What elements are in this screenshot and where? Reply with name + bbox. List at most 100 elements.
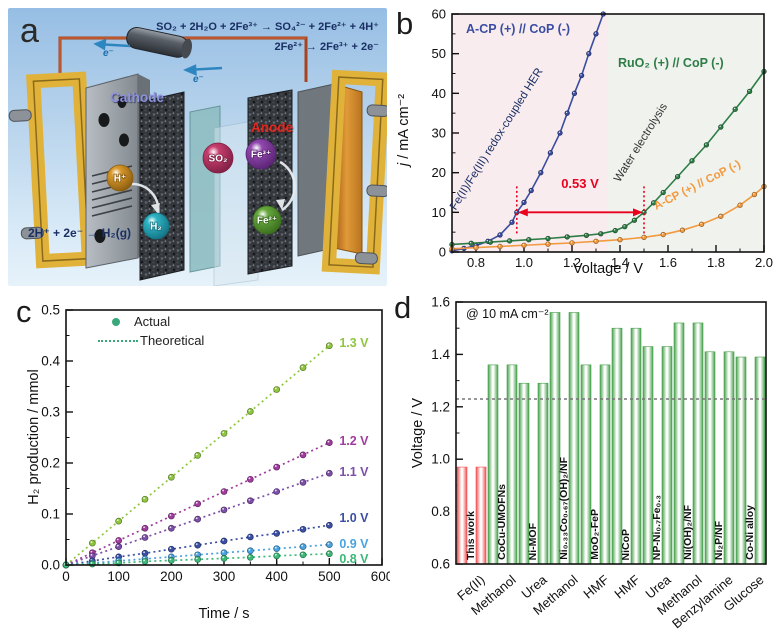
panel-b-y-axis-label: j / mA cm⁻² [396, 30, 412, 230]
panel-letter-d: d [394, 290, 412, 325]
series-label-1-0-v: 1.0 V [339, 511, 369, 526]
series-label-1-1-v: 1.1 V [339, 465, 369, 480]
anode-electrode [247, 89, 293, 275]
panel-b-polarization-chart: 0.8 1.0 1.2 1.4 1.6 1.8 2.0 0 10 20 30 40 50 60 [432, 7, 774, 271]
panel-a-schematic: H⁺ H₂ SO₂ Fe³⁺ Fe²⁺ SO₂ + 2H₂O + 2Fe³⁺ → SO₄… [8, 8, 387, 286]
svg-text:1.4: 1.4 [431, 347, 450, 362]
voltage-gap-annotation: 0.53 V [561, 176, 599, 191]
svg-text:Fe³⁺: Fe³⁺ [251, 150, 271, 161]
legend-theoretical-label: Theoretical [140, 333, 205, 348]
catalyst-label: NiCoP [619, 528, 632, 561]
svg-text:0.0: 0.0 [41, 558, 60, 573]
legend-actual-label: Actual [134, 314, 171, 329]
bolt [366, 104, 387, 117]
cell-illustration: H⁺ H₂ SO₂ Fe³⁺ Fe²⁺ [8, 26, 387, 286]
svg-text:1.2: 1.2 [431, 399, 450, 414]
y-axis-symbol: j [396, 162, 412, 167]
svg-text:Fe²⁺: Fe²⁺ [257, 216, 277, 227]
svg-text:1.8: 1.8 [707, 255, 725, 270]
theoretical-line-icon [98, 339, 138, 342]
wire-highlight [59, 37, 306, 76]
svg-text:1.4: 1.4 [611, 255, 629, 270]
catalyst-label: Ni₂P/NF [712, 520, 725, 560]
svg-text:500: 500 [318, 569, 341, 584]
svg-text:300: 300 [213, 569, 236, 584]
svg-text:60: 60 [432, 7, 446, 22]
bar [599, 364, 611, 565]
svg-text:2.0: 2.0 [755, 255, 773, 270]
bar [568, 312, 580, 565]
svg-text:1.0: 1.0 [431, 452, 450, 467]
legend-actual: Actual [98, 312, 204, 331]
svg-text:40: 40 [432, 86, 446, 101]
sulfur-dioxide-sphere [202, 142, 234, 174]
bar [661, 346, 673, 565]
svg-text:20: 20 [432, 165, 446, 180]
svg-text:600: 600 [371, 569, 390, 584]
svg-text:1.2: 1.2 [563, 255, 581, 270]
catalyst-label: This work [464, 510, 477, 560]
panel-c-legend: Actual Theoretical [98, 312, 204, 350]
bar [537, 382, 549, 565]
panel-c-h2-production-chart: 0 100 200 300 400 500 600 0.0 0.1 0.2 0.3 0.4 0.5 [41, 303, 390, 585]
electron-flow-arrows [93, 38, 223, 76]
actual-marker-icon [112, 317, 120, 326]
catalyst-label: Ni₀.₃₃Co₀.₆₇(OH)₂/NF [557, 457, 570, 560]
series-label-1-2-v: 1.2 V [339, 433, 369, 448]
cathode-label: Cathode [110, 90, 164, 105]
svg-text:0.4: 0.4 [41, 354, 60, 369]
anode-reaction-equation: SO₂ + 2H₂O + 2Fe³⁺ → SO₄²⁻ + 2Fe²⁺ + 4H⁺ [156, 21, 379, 33]
svg-text:1.6: 1.6 [659, 255, 677, 270]
ferric-sphere [245, 138, 277, 170]
reaction-cycle-arrows [131, 160, 296, 215]
catalyst-label: Co-Ni alloy [743, 505, 756, 560]
left-frame [8, 71, 97, 269]
svg-text:0.5: 0.5 [41, 303, 60, 318]
svg-text:H₂: H₂ [150, 222, 162, 233]
cathode-electrode [139, 91, 185, 281]
svg-text:H⁺: H⁺ [114, 174, 127, 185]
series-label-acp-cop-redox: A-CP (+) // CoP (-) [466, 22, 571, 36]
svg-text:50: 50 [432, 46, 446, 61]
svg-text:100: 100 [107, 569, 130, 584]
svg-text:0.1: 0.1 [41, 507, 60, 522]
svg-text:200: 200 [160, 569, 183, 584]
electron-label: e⁻ [103, 48, 114, 59]
series-label-ruo2-cop: RuO₂ (+) // CoP (-) [618, 56, 724, 70]
svg-text:30: 30 [432, 126, 446, 141]
svg-text:0: 0 [439, 245, 446, 260]
series-label-1-3-v: 1.3 V [339, 335, 369, 350]
svg-text:0.3: 0.3 [41, 405, 60, 420]
panel-letter-c: c [16, 294, 32, 329]
legend-theoretical: Theoretical [98, 331, 204, 350]
power-device [126, 26, 192, 59]
panel-letter-b: b [396, 6, 414, 41]
series-label-0-9-v: 0.9 V [339, 536, 369, 551]
panel-letter-a: a [20, 12, 39, 50]
species-spheres: H⁺ H₂ SO₂ Fe³⁺ Fe²⁺ [106, 138, 282, 240]
bar [475, 466, 487, 565]
bar [692, 322, 704, 565]
svg-text:0.8: 0.8 [431, 504, 450, 519]
bolt [366, 184, 387, 198]
electron-label: e⁻ [193, 74, 204, 85]
svg-text:10: 10 [432, 205, 446, 220]
proton-sphere [106, 164, 134, 192]
cathode-reaction-equation: 2H⁺ + 2e⁻ → H₂(g) [28, 226, 132, 240]
svg-text:1.0: 1.0 [515, 255, 533, 270]
svg-text:0.8: 0.8 [467, 255, 485, 270]
series-label-0-8-v: 0.8 V [339, 551, 369, 566]
bar [506, 364, 518, 565]
panel-c-y-axis-label: H₂ production / mmol [26, 369, 42, 505]
bar [630, 327, 642, 565]
bolt [8, 109, 32, 122]
catalyst-label: CoCu-UMOFNs [495, 484, 508, 560]
svg-text:400: 400 [265, 569, 288, 584]
svg-text:0.2: 0.2 [41, 456, 60, 471]
svg-text:SO₂: SO₂ [209, 154, 228, 165]
catalyst-label: Ni-MOF [526, 522, 539, 560]
anode-label: Anode [251, 120, 293, 135]
bolt [354, 251, 378, 265]
bar [723, 351, 735, 565]
